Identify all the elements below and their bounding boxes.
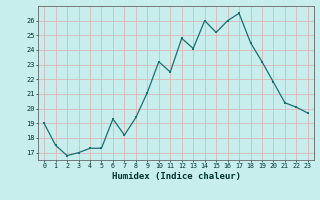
X-axis label: Humidex (Indice chaleur): Humidex (Indice chaleur) [111,172,241,181]
